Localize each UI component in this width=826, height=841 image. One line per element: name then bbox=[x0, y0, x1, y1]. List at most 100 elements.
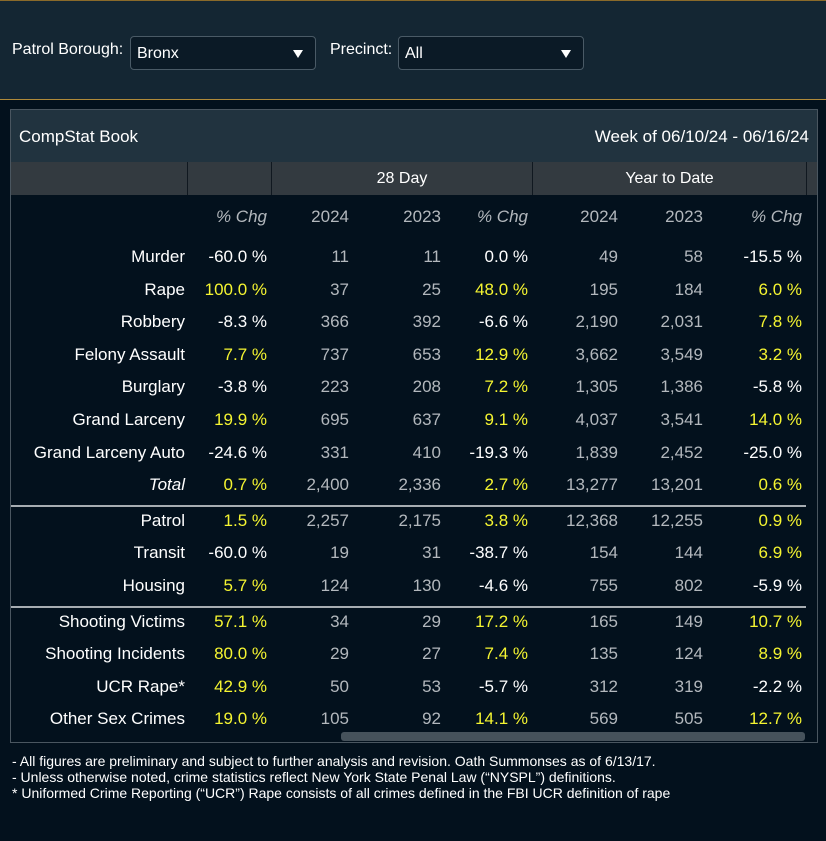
percent-change-cell: 48.0 % bbox=[475, 280, 528, 299]
group-divider bbox=[806, 162, 807, 195]
count-cell: 2,175 bbox=[398, 511, 441, 530]
count-cell: 366 bbox=[320, 312, 349, 331]
percent-change-cell: 19.0 % bbox=[214, 709, 267, 728]
count-cell: 2,400 bbox=[306, 475, 349, 494]
percent-change-cell: 6.0 % bbox=[758, 280, 802, 299]
group-header-28day: 28 Day bbox=[272, 162, 532, 195]
chevron-down-icon bbox=[561, 50, 571, 58]
count-cell: 25 bbox=[422, 280, 441, 299]
count-cell: 12,255 bbox=[651, 511, 703, 530]
row-label: Housing bbox=[122, 576, 185, 595]
row-label: Grand Larceny bbox=[72, 410, 185, 429]
count-cell: 29 bbox=[422, 612, 441, 631]
count-cell: 331 bbox=[320, 443, 349, 462]
count-cell: 569 bbox=[589, 709, 618, 728]
percent-change-cell: -24.6 % bbox=[208, 443, 267, 462]
row-label: Transit bbox=[133, 543, 185, 562]
table-row: Housing 5.7 % 124 130 -4.6 % 755 802 -5.9 % bbox=[11, 576, 817, 608]
horizontal-scrollbar[interactable] bbox=[11, 730, 817, 742]
count-cell: 11 bbox=[331, 247, 349, 266]
column-header: 2024 bbox=[311, 207, 349, 226]
footnotes: - All figures are preliminary and subjec… bbox=[12, 753, 670, 801]
row-label: Shooting Victims bbox=[58, 612, 185, 631]
group-divider bbox=[187, 162, 188, 195]
percent-change-cell: -25.0 % bbox=[743, 443, 802, 462]
row-label: UCR Rape* bbox=[96, 677, 185, 696]
count-cell: 737 bbox=[320, 345, 349, 364]
count-cell: 50 bbox=[330, 677, 349, 696]
count-cell: 2,336 bbox=[398, 475, 441, 494]
count-cell: 105 bbox=[320, 709, 349, 728]
percent-change-cell: 57.1 % bbox=[214, 612, 267, 631]
precinct-select[interactable]: All bbox=[398, 36, 584, 70]
percent-change-cell: 5.7 % bbox=[223, 576, 267, 595]
column-header-row: % Chg 2024 2023 % Chg 2024 2023 % Chg bbox=[11, 207, 817, 239]
percent-change-cell: -4.6 % bbox=[478, 576, 528, 595]
count-cell: 29 bbox=[330, 644, 349, 663]
count-cell: 130 bbox=[412, 576, 441, 595]
footnote: - Unless otherwise noted, crime statisti… bbox=[12, 769, 616, 785]
count-cell: 392 bbox=[412, 312, 441, 331]
vertical-scrollbar[interactable] bbox=[806, 195, 817, 730]
row-label: Total bbox=[148, 475, 185, 494]
panel-title: CompStat Book bbox=[19, 127, 139, 146]
group-divider bbox=[271, 162, 272, 195]
count-cell: 27 bbox=[422, 644, 441, 663]
percent-change-cell: 9.1 % bbox=[484, 410, 528, 429]
count-cell: 695 bbox=[320, 410, 349, 429]
percent-change-cell: 0.7 % bbox=[223, 475, 267, 494]
count-cell: 195 bbox=[589, 280, 618, 299]
panel-header: CompStat Book Week of 06/10/24 - 06/16/2… bbox=[11, 110, 817, 162]
compstat-panel: CompStat Book Week of 06/10/24 - 06/16/2… bbox=[10, 109, 818, 743]
count-cell: 2,031 bbox=[660, 312, 703, 331]
count-cell: 124 bbox=[674, 644, 703, 663]
table-row: Patrol 1.5 % 2,257 2,175 3.8 % 12,368 12,255 0.… bbox=[11, 511, 817, 543]
count-cell: 31 bbox=[422, 543, 441, 562]
count-cell: 653 bbox=[412, 345, 441, 364]
percent-change-cell: 17.2 % bbox=[475, 612, 528, 631]
table-row: Grand Larceny 19.9 % 695 637 9.1 % 4,037 3,541… bbox=[11, 410, 817, 442]
percent-change-cell: 12.7 % bbox=[749, 709, 802, 728]
count-cell: 755 bbox=[589, 576, 618, 595]
percent-change-cell: -15.5 % bbox=[743, 247, 802, 266]
count-cell: 92 bbox=[422, 709, 441, 728]
group-divider bbox=[532, 162, 533, 195]
count-cell: 312 bbox=[589, 677, 618, 696]
count-cell: 184 bbox=[674, 280, 703, 299]
scrollbar-thumb[interactable] bbox=[341, 732, 805, 741]
count-cell: 410 bbox=[412, 443, 441, 462]
table-row: UCR Rape* 42.9 % 50 53 -5.7 % 312 319 -2.2 % bbox=[11, 677, 817, 709]
borough-select[interactable]: Bronx bbox=[130, 36, 316, 70]
count-cell: 124 bbox=[320, 576, 349, 595]
percent-change-cell: 7.2 % bbox=[484, 377, 528, 396]
count-cell: 154 bbox=[589, 543, 618, 562]
count-cell: 1,386 bbox=[660, 377, 703, 396]
table-row: Rape 100.0 % 37 25 48.0 % 195 184 6.0 % bbox=[11, 280, 817, 312]
row-label: Grand Larceny Auto bbox=[33, 443, 185, 462]
count-cell: 223 bbox=[320, 377, 349, 396]
count-cell: 58 bbox=[684, 247, 703, 266]
count-cell: 2,452 bbox=[660, 443, 703, 462]
count-cell: 4,037 bbox=[575, 410, 618, 429]
percent-change-cell: -5.8 % bbox=[752, 377, 802, 396]
row-label: Shooting Incidents bbox=[45, 644, 185, 663]
percent-change-cell: -8.3 % bbox=[217, 312, 267, 331]
footnote: - All figures are preliminary and subjec… bbox=[12, 753, 656, 769]
count-cell: 3,541 bbox=[660, 410, 703, 429]
week-range: Week of 06/10/24 - 06/16/24 bbox=[594, 127, 809, 146]
group-header-ytd: Year to Date bbox=[533, 162, 806, 195]
count-cell: 2,190 bbox=[575, 312, 618, 331]
percent-change-cell: 19.9 % bbox=[214, 410, 267, 429]
count-cell: 3,549 bbox=[660, 345, 703, 364]
count-cell: 208 bbox=[412, 377, 441, 396]
count-cell: 165 bbox=[589, 612, 618, 631]
table-row: Felony Assault 7.7 % 737 653 12.9 % 3,662 3,54… bbox=[11, 345, 817, 377]
precinct-label: Precinct: bbox=[330, 41, 393, 58]
percent-change-cell: -38.7 % bbox=[469, 543, 528, 562]
row-label: Other Sex Crimes bbox=[49, 709, 185, 728]
percent-change-cell: 2.7 % bbox=[484, 475, 528, 494]
table-row: Other Sex Crimes 19.0 % 105 92 14.1 % 569 505 1… bbox=[11, 709, 817, 741]
percent-change-cell: 0.0 % bbox=[484, 247, 528, 266]
percent-change-cell: -5.9 % bbox=[752, 576, 802, 595]
row-label: Patrol bbox=[140, 511, 185, 530]
